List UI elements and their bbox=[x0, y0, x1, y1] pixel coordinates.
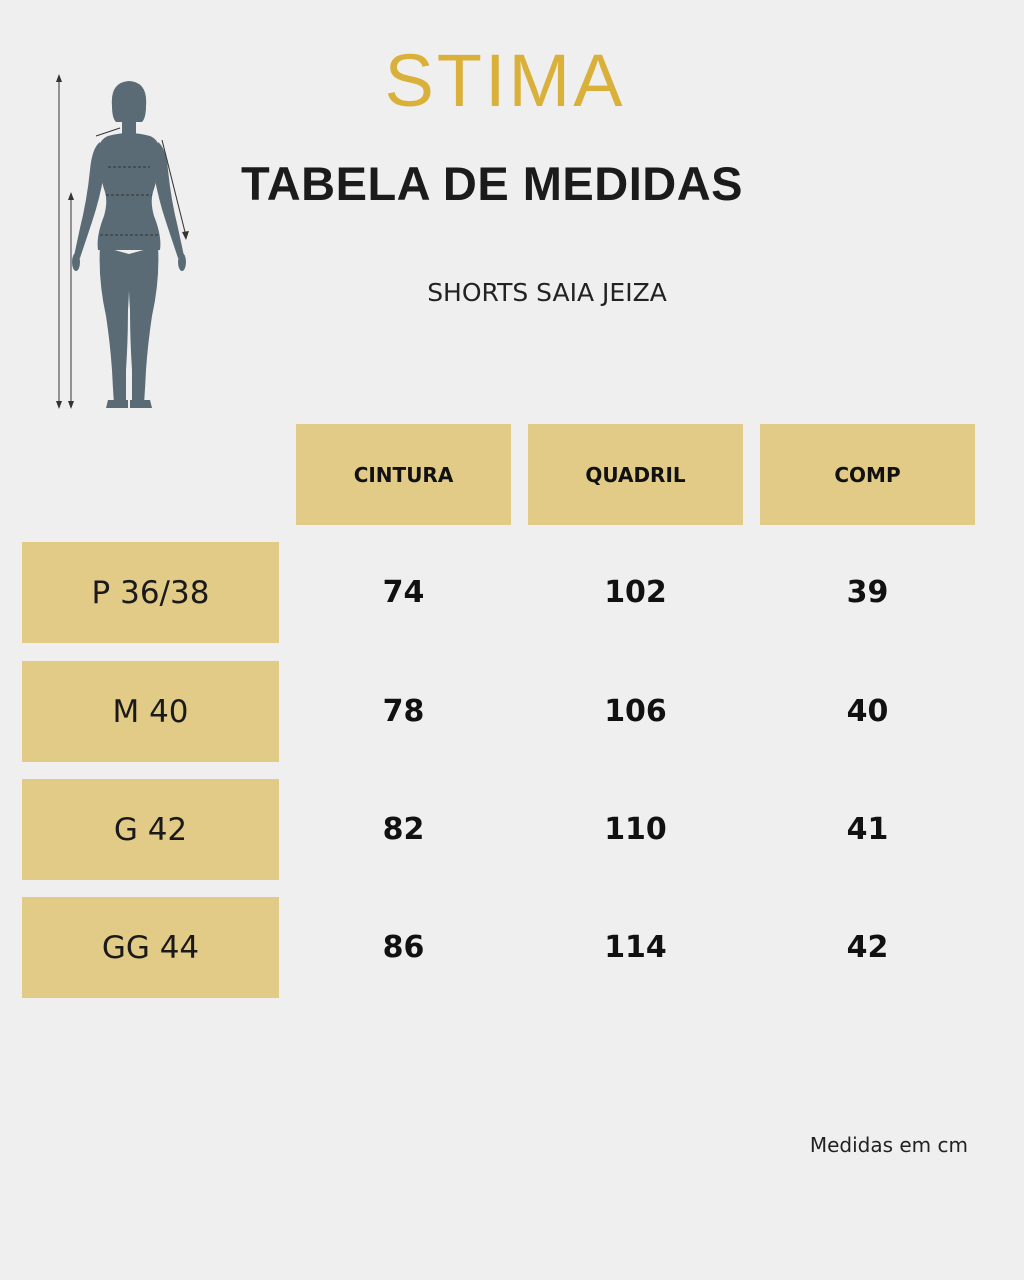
table-cell: 86 bbox=[382, 930, 425, 965]
female-body-measurement-icon bbox=[56, 74, 189, 409]
table-cell: 102 bbox=[604, 575, 667, 610]
table-cell: 82 bbox=[382, 812, 425, 847]
table-cell: 39 bbox=[846, 575, 889, 610]
size-label: GG 44 bbox=[22, 897, 279, 998]
table-cell: 40 bbox=[846, 694, 889, 729]
size-label: P 36/38 bbox=[22, 542, 279, 643]
column-header-quadril: QUADRIL bbox=[528, 424, 743, 525]
units-note: Medidas em cm bbox=[809, 1133, 968, 1157]
table-cell: 78 bbox=[382, 694, 425, 729]
size-label: G 42 bbox=[22, 779, 279, 880]
page-title: TABELA DE MEDIDAS bbox=[241, 157, 743, 210]
table-cell: 106 bbox=[604, 694, 667, 729]
brand-logo: STIMA bbox=[384, 39, 626, 122]
size-label: M 40 bbox=[22, 661, 279, 762]
table-cell: 42 bbox=[846, 930, 889, 965]
table-cell: 114 bbox=[604, 930, 667, 965]
table-cell: 110 bbox=[604, 812, 667, 847]
table-cell: 74 bbox=[382, 575, 425, 610]
column-header-comp: COMP bbox=[760, 424, 975, 525]
table-cell: 41 bbox=[846, 812, 889, 847]
column-header-cintura: CINTURA bbox=[296, 424, 511, 525]
product-name: SHORTS SAIA JEIZA bbox=[427, 278, 667, 307]
